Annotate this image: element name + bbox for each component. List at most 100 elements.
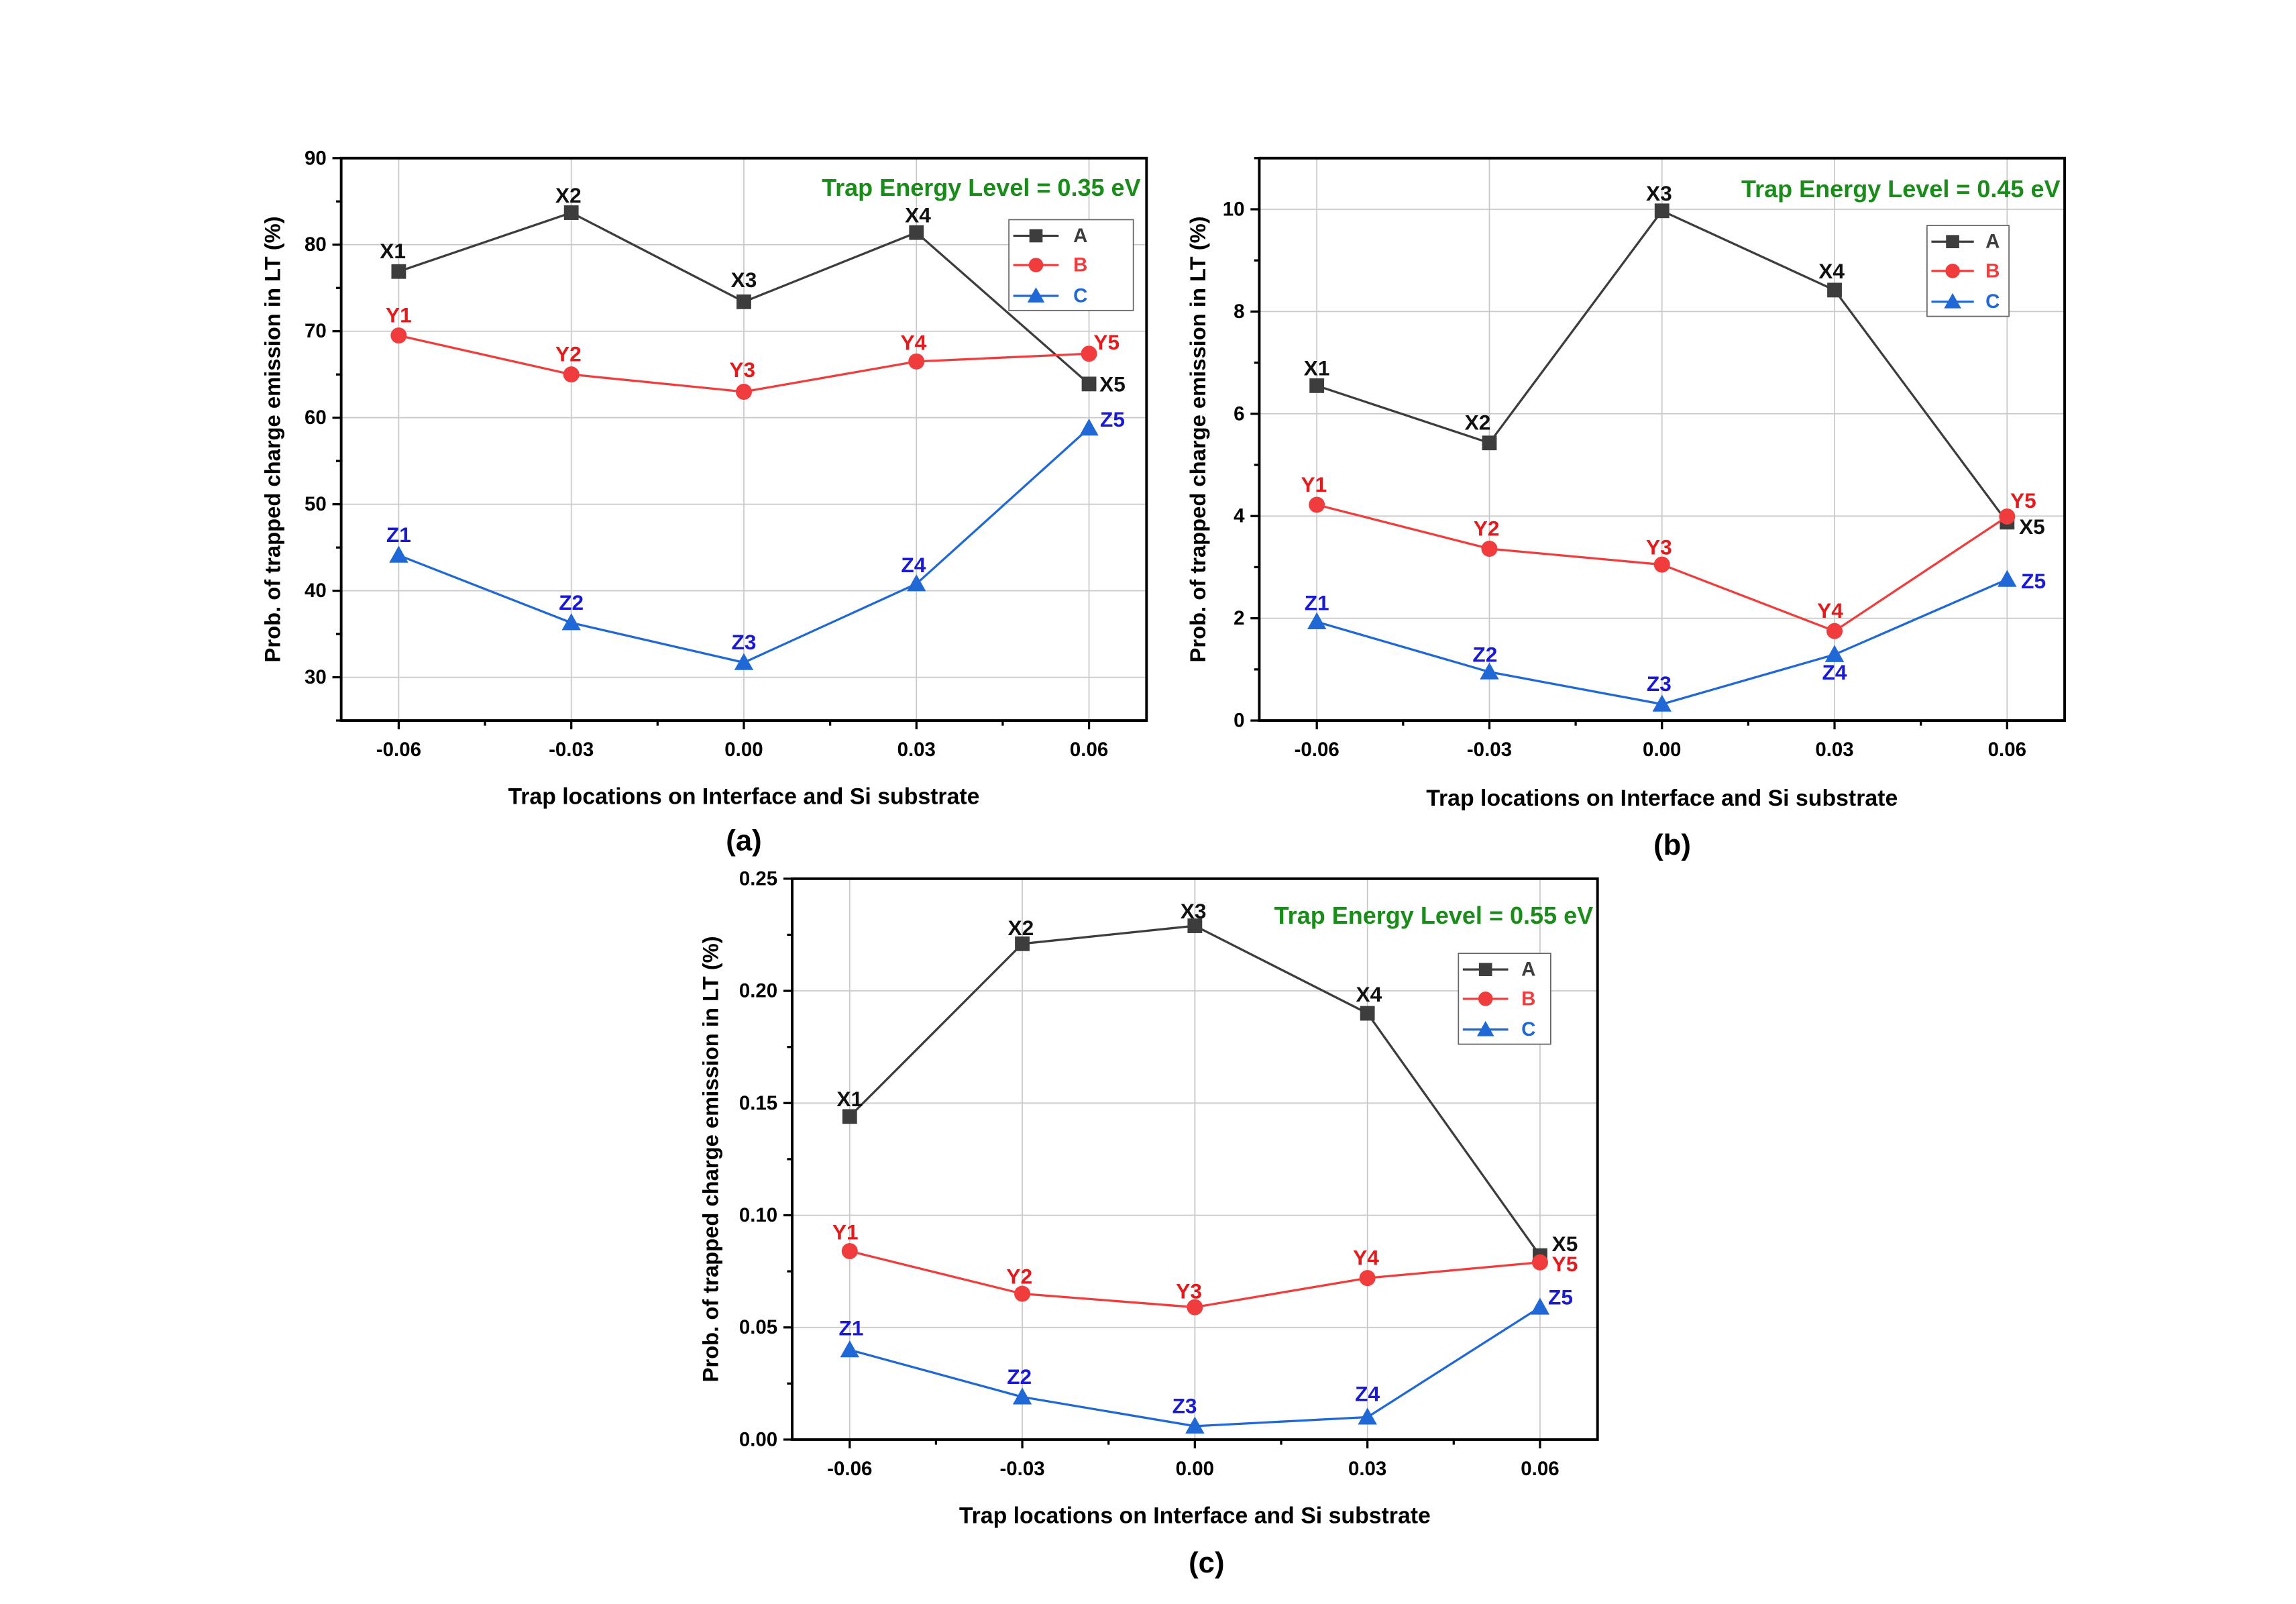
- data-point-marker-a: [391, 264, 406, 279]
- series-b: [390, 327, 1097, 400]
- x-tick-label: -0.06: [1295, 739, 1340, 761]
- axis-ticks: [783, 877, 1541, 1449]
- point-label-c: Z5: [2021, 569, 2046, 593]
- data-point-marker-b: [735, 383, 752, 400]
- point-label-c: Z3: [732, 630, 757, 654]
- x-tick-label: 0.00: [724, 739, 763, 761]
- y-tick-label: 30: [305, 666, 327, 688]
- panel-label: (c): [1189, 1546, 1224, 1579]
- data-point-marker-a: [842, 1109, 857, 1124]
- y-tick-label: 10: [1223, 198, 1245, 220]
- chart-panel-c: -0.06 -0.03 0.00 0.03 0.06 0.00 0.05 0.10 0.15 0.…: [698, 867, 1599, 1579]
- x-axis-title: Trap locations on Interface and Si subst…: [1426, 786, 1898, 811]
- data-point-marker-a: [1187, 918, 1203, 933]
- x-axis-title: Trap locations on Interface and Si subst…: [508, 784, 979, 810]
- point-label-b: Y1: [386, 303, 412, 327]
- data-point-marker-b: [1014, 1285, 1031, 1302]
- series-b: [1309, 496, 2016, 639]
- point-label-a: X2: [1008, 916, 1034, 940]
- point-label-b: Y5: [2010, 488, 2036, 513]
- point-label-a: X5: [1099, 372, 1126, 396]
- data-point-marker-c: [1307, 612, 1327, 630]
- y-tick-label: 0.10: [739, 1204, 777, 1226]
- y-tick-label: 90: [305, 147, 327, 169]
- panel-label: (b): [1653, 828, 1691, 861]
- point-label-b: Y1: [1301, 472, 1327, 496]
- x-tick-label: -0.06: [376, 739, 421, 761]
- data-point-marker-b: [1531, 1254, 1548, 1271]
- data-point-marker-b: [1359, 1270, 1376, 1287]
- point-label-b: Y2: [555, 342, 582, 366]
- legend: ABC: [1458, 953, 1551, 1045]
- legend-marker-a: [1946, 235, 1959, 249]
- point-label-a: X3: [731, 268, 757, 292]
- data-point-marker-b: [908, 353, 925, 370]
- y-tick-label: 0.25: [739, 867, 777, 890]
- data-point-marker-c: [734, 653, 754, 670]
- data-point-marker-c: [1012, 1387, 1032, 1405]
- data-point-marker-c: [1530, 1297, 1550, 1315]
- data-point-marker-c: [840, 1340, 859, 1358]
- data-point-marker-a: [1015, 936, 1030, 951]
- x-tick-label: -0.03: [999, 1458, 1044, 1480]
- point-label-a: X5: [2019, 515, 2045, 539]
- point-label-b: Y3: [1646, 535, 1672, 559]
- y-axis-title: Prob. of trapped charge emission in LT (…: [698, 936, 722, 1382]
- legend-label-a: A: [1985, 231, 2000, 253]
- legend-marker-b: [1945, 264, 1960, 278]
- y-tick-label: 6: [1234, 403, 1244, 425]
- series-a: [391, 205, 1097, 392]
- plot-frame: [1258, 156, 2067, 723]
- point-label-b: Y3: [1176, 1279, 1202, 1303]
- x-tick-label: 0.00: [1176, 1458, 1214, 1480]
- data-point-marker-c: [907, 574, 926, 592]
- data-point-marker-b: [1187, 1299, 1203, 1316]
- point-label-a: X3: [1646, 181, 1672, 205]
- x-tick-label: -0.03: [1467, 739, 1512, 761]
- x-tick-label: 0.03: [1348, 1458, 1386, 1480]
- point-label-a: X4: [1818, 259, 1845, 283]
- data-point-marker-a: [1827, 282, 1842, 298]
- legend-label-c: C: [1985, 290, 2000, 313]
- x-tick-label: 0.00: [1643, 739, 1681, 761]
- chart-panel-b: -0.06 -0.03 0.00 0.03 0.06 0 2 4 6 8 10 Trap locati…: [1185, 156, 2067, 861]
- data-point-marker-b: [1999, 508, 2016, 525]
- x-tick-label: 0.06: [1988, 739, 2026, 761]
- x-axis-title: Trap locations on Interface and Si subst…: [959, 1503, 1431, 1528]
- point-label-a: X2: [1465, 411, 1491, 435]
- legend-marker-c: [1944, 292, 1961, 309]
- legend: ABC: [1008, 219, 1134, 311]
- y-tick-label: 40: [305, 580, 327, 602]
- x-tick-label: 0.06: [1521, 1458, 1559, 1480]
- point-label-a: X1: [1304, 356, 1330, 380]
- data-point-marker-a: [1654, 203, 1670, 219]
- data-point-marker-b: [1481, 540, 1498, 557]
- point-label-a: X1: [836, 1087, 863, 1111]
- point-label-c: Z1: [1305, 591, 1329, 615]
- y-tick-label: 80: [305, 233, 327, 256]
- point-label-b: Y5: [1552, 1252, 1578, 1276]
- point-label-b: Y5: [1093, 330, 1119, 354]
- data-point-marker-a: [1360, 1006, 1375, 1021]
- point-label-b: Y4: [1353, 1246, 1379, 1270]
- legend-marker-a: [1478, 963, 1492, 976]
- x-tick-label: 0.03: [1815, 739, 1853, 761]
- data-point-marker-a: [1309, 378, 1325, 393]
- y-axis-title: Prob. of trapped charge emission in LT (…: [1185, 216, 1210, 662]
- legend-marker-a: [1029, 229, 1043, 243]
- point-label-b: Y1: [832, 1220, 859, 1244]
- legend-marker-b: [1478, 992, 1493, 1006]
- point-label-a: X5: [1552, 1232, 1578, 1256]
- chart-panel-a: -0.06 -0.03 0.00 0.03 0.06 30 40 50 60 70 80 90 Trap…: [260, 147, 1148, 857]
- point-label-c: Z5: [1548, 1285, 1573, 1309]
- data-point-marker-a: [1482, 435, 1497, 451]
- legend-marker-c: [1027, 287, 1045, 303]
- y-tick-label: 50: [305, 493, 327, 515]
- legend-label-b: B: [1985, 260, 2000, 282]
- point-label-c: Z4: [1822, 660, 1847, 684]
- point-label-c: Z3: [1172, 1393, 1197, 1418]
- trap-energy-annotation: Trap Energy Level = 0.35 eV: [822, 174, 1140, 201]
- point-label-c: Z2: [1472, 642, 1497, 666]
- data-point-marker-b: [390, 327, 407, 344]
